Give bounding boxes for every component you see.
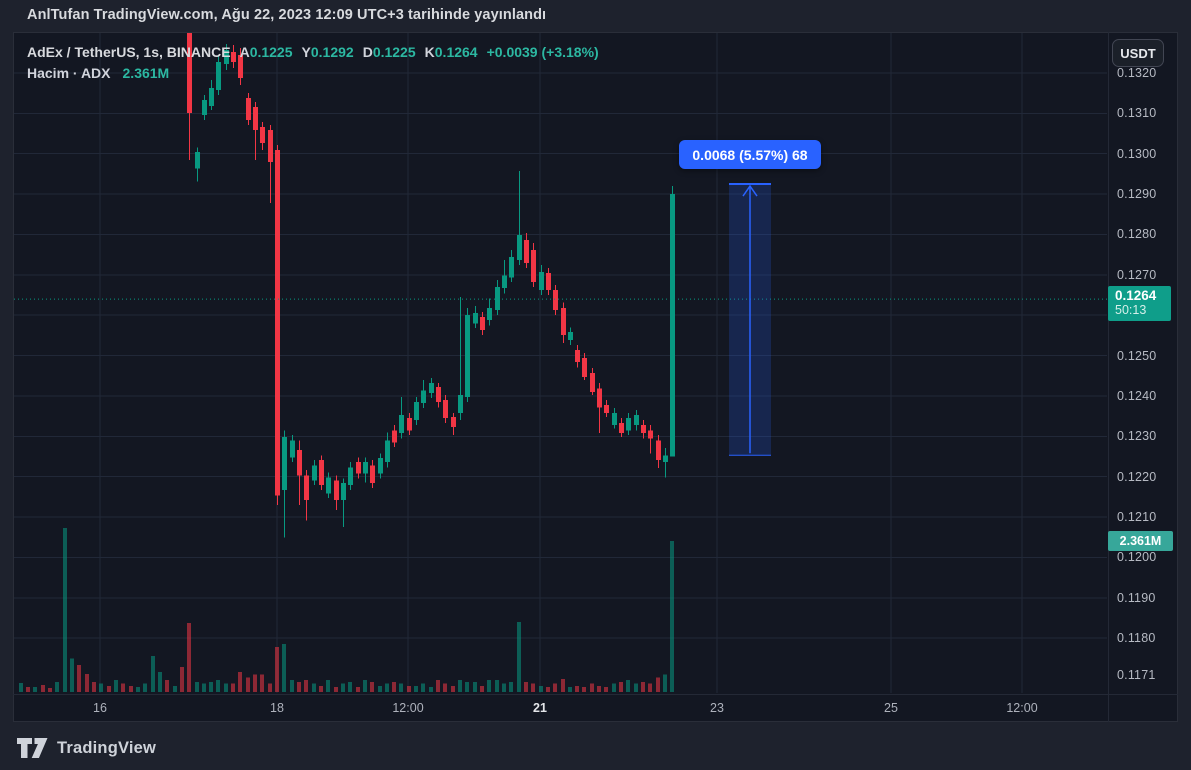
price-tick-label: 0.1230	[1117, 429, 1157, 444]
volume-indicator-value: 2.361M	[122, 65, 170, 81]
last-price-label: 0.1264 50:13	[1108, 286, 1171, 321]
price-tick-label: 0.1270	[1117, 267, 1157, 282]
ohlc-item: Y0.1292	[301, 44, 354, 60]
measure-tool-drawing[interactable]	[729, 183, 771, 456]
candles	[187, 33, 675, 538]
tradingview-brand-text: TradingView	[57, 738, 157, 757]
ohlc-item: K0.1264	[424, 44, 478, 60]
time-tick-label: 25	[884, 701, 898, 715]
price-tick-label: 0.1310	[1117, 106, 1157, 121]
volume-axis-label: 2.361M	[1108, 531, 1173, 551]
symbol-title[interactable]: AdEx / TetherUS, 1s, BINANCE	[27, 44, 231, 60]
price-axis[interactable]: 0.1320 0.1310 0.1300 0.1290 0.1280 0.1270 0.12…	[1109, 33, 1178, 694]
price-tick-label: 0.1320	[1117, 66, 1157, 80]
time-axis[interactable]: 16 18 12:00 21 23 25 12:00	[13, 695, 1178, 722]
time-tick-label: 21	[533, 701, 547, 715]
price-tick-label: 0.1190	[1117, 590, 1156, 605]
price-tick-label: 0.1171	[1117, 667, 1156, 682]
bar-countdown: 50:13	[1115, 303, 1147, 317]
tradingview-brand-link[interactable]: TradingView	[17, 734, 156, 762]
ohlc-item: D0.1225	[362, 44, 416, 60]
price-tick-label: 0.1280	[1117, 227, 1157, 242]
price-tick-label: 0.1300	[1117, 146, 1157, 161]
volume-bars	[19, 528, 674, 692]
ohlc-item: A0.1225	[239, 44, 293, 60]
last-price-value: 0.1264	[1115, 288, 1157, 303]
currency-toggle-button[interactable]: USDT	[1112, 39, 1164, 67]
tradingview-logo-icon	[17, 738, 48, 758]
time-tick-label: 12:00	[392, 701, 424, 715]
price-tick-label: 0.1240	[1117, 388, 1157, 403]
price-change: +0.0039 (+3.18%)	[486, 44, 599, 60]
price-tick-label: 0.1200	[1117, 550, 1157, 565]
time-tick-label: 23	[710, 701, 724, 715]
price-tick-label: 0.1210	[1117, 510, 1157, 525]
price-axis-separator	[1108, 32, 1109, 722]
ohlc-values: A0.1225 Y0.1292 D0.1225 K0.1264	[240, 44, 478, 60]
time-tick-label: 16	[93, 701, 107, 715]
published-by-line: AnlTufan TradingView.com, Ağu 22, 2023 1…	[27, 7, 547, 23]
time-tick-label: 18	[270, 701, 284, 715]
price-tick-label: 0.1220	[1117, 469, 1157, 484]
price-tick-label: 0.1250	[1117, 348, 1157, 363]
time-axis-separator	[13, 694, 1178, 695]
volume-indicator-label[interactable]: Hacim · ADX	[27, 65, 111, 81]
time-tick-label: 12:00	[1006, 701, 1038, 715]
price-tick-label: 0.1290	[1117, 187, 1157, 202]
grid-lines	[14, 33, 1107, 693]
chart-legend: AdEx / TetherUS, 1s, BINANCE A0.1225 Y0.1…	[27, 44, 599, 81]
measure-tool-tooltip[interactable]: 0.0068 (5.57%) 68	[679, 140, 821, 169]
price-tick-label: 0.1180	[1117, 631, 1156, 646]
chart-pane[interactable]	[13, 32, 1178, 722]
